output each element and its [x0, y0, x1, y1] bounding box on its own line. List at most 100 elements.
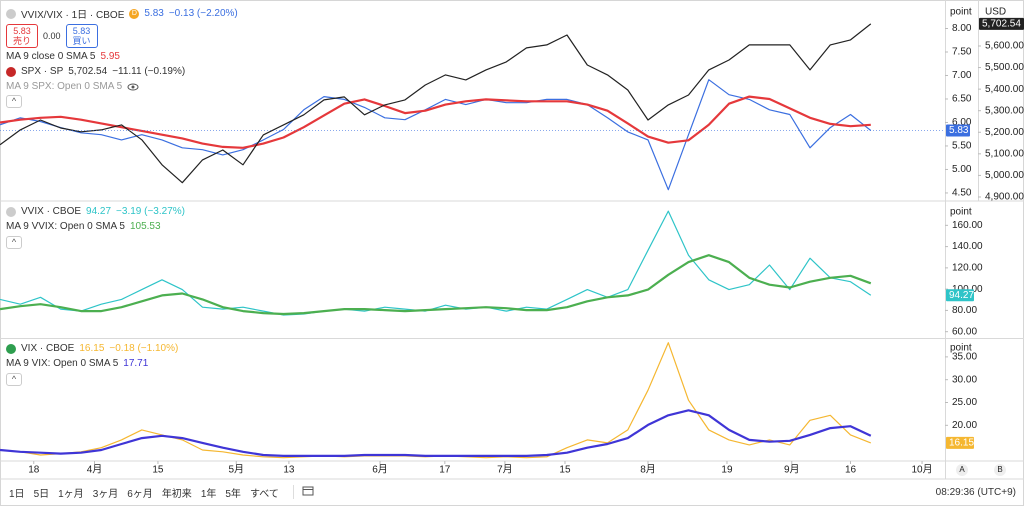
x-tick-label: 15: [152, 465, 164, 476]
legend-value: 5,702.54: [68, 66, 108, 77]
legend-name[interactable]: MA 9 VVIX: Open 0 SMA 5: [6, 221, 125, 232]
sell-label[interactable]: 売り: [12, 36, 31, 46]
y-tick-label: 30.00: [952, 374, 977, 385]
price-tag-label: 5,702.54: [982, 19, 1021, 30]
sell-button[interactable]: 5.83 売り: [6, 24, 38, 48]
series-line: [0, 409, 872, 457]
legend-name[interactable]: MA 9 close 0 SMA 5: [6, 51, 96, 62]
legend-row: VVIX · CBOE 94.27 −3.19 (−3.27%): [6, 206, 185, 217]
series-line: [0, 210, 872, 316]
trade-row: 5.83 売り 0.00 5.83 買い: [6, 24, 98, 48]
scale-button-label[interactable]: A: [959, 465, 965, 474]
buy-price[interactable]: 5.83: [72, 26, 91, 36]
legend-name[interactable]: VVIX/VIX · 1日 · CBOE: [21, 10, 125, 21]
scale-button[interactable]: [956, 464, 968, 476]
symbol-icon: [6, 343, 16, 354]
legend-name[interactable]: VVIX · CBOE: [21, 206, 82, 217]
x-tick-label: 7月: [497, 464, 513, 476]
legend-value: 16.15: [79, 343, 105, 354]
range-button[interactable]: 1ヶ月: [58, 488, 84, 500]
y-tick-label: 60.00: [952, 326, 977, 337]
toolbar: 1日 5日 1ヶ月 3ヶ月 6ヶ月 年初来 1年 5年 すべて 08:29:36 (UTC+9): [0, 482, 1024, 502]
x-tick-label: 16: [845, 465, 857, 476]
y-tick-label: 140.00: [952, 241, 983, 252]
collapse-button[interactable]: ^: [6, 236, 22, 249]
legend-name[interactable]: MA 9 SPX: Open 0 SMA 5: [6, 81, 123, 92]
legend-row: ^: [6, 95, 22, 108]
range-button[interactable]: 1日: [9, 488, 25, 500]
range-button[interactable]: 3ヶ月: [92, 488, 119, 500]
legend-value: 5.95: [100, 51, 120, 62]
range-button[interactable]: 年初来: [161, 488, 192, 500]
y-tick-label: 80.00: [952, 305, 977, 316]
x-tick-label: 8月: [640, 464, 656, 476]
eye-icon[interactable]: [127, 83, 139, 91]
collapse-button[interactable]: ^: [6, 95, 22, 108]
calendar-glyph[interactable]: [302, 485, 314, 496]
price-tag-label: 5.83: [949, 125, 969, 136]
symbol-icon: [6, 8, 16, 19]
legend-row: ^: [6, 236, 22, 249]
legend-value: 105.53: [129, 221, 161, 232]
legend-value: 5.83: [144, 8, 164, 19]
calendar-icon[interactable]: [292, 485, 314, 499]
y-tick-label: 5,200.00: [985, 127, 1024, 138]
scale-button[interactable]: [994, 464, 1006, 476]
buy-button[interactable]: 5.83 買い: [65, 24, 98, 48]
y-tick-label: 5,400.00: [985, 84, 1024, 95]
legend-row: MA 9 close 0 SMA 5 5.95: [6, 51, 120, 62]
y-tick-label: 4.50: [952, 188, 972, 199]
price-tag: [946, 124, 970, 137]
y-tick-label: 5,000.00: [985, 170, 1024, 181]
series-line: [0, 79, 872, 191]
y-tick-label: 5,500.00: [985, 62, 1024, 73]
symbol-icon: [6, 206, 16, 217]
legend-name[interactable]: MA 9 VIX: Open 0 SMA 5: [6, 358, 119, 369]
plot: [0, 23, 872, 191]
y-tick-label: 8.00: [952, 23, 972, 34]
buy-label[interactable]: 買い: [72, 36, 91, 46]
axis-unit: point: [950, 7, 972, 18]
legend-row: VVIX/VIX · 1日 · CBOE D 5.83 −0.13 (−2.20…: [6, 6, 238, 21]
y-tick-label: 6.50: [952, 94, 972, 105]
spread: 0.00: [43, 31, 61, 41]
y-tick-label: 120.00: [952, 263, 983, 274]
series-line: [0, 23, 872, 184]
collapse-button[interactable]: ^: [6, 373, 22, 386]
x-tick-label: 10月: [911, 464, 932, 476]
range-button[interactable]: 5日: [33, 488, 50, 500]
badge: D: [129, 8, 140, 19]
price-tag: [979, 17, 1024, 30]
sell-price[interactable]: 5.83: [13, 26, 31, 36]
legend-change: −0.18 (−1.10%): [109, 343, 179, 354]
legend-name[interactable]: SPX · SP: [21, 66, 64, 77]
x-tick-label: 15: [559, 465, 571, 476]
x-tick-label: 13: [283, 465, 295, 476]
y-tick-label: 5,100.00: [985, 148, 1024, 159]
y-tick-label: 7.00: [952, 70, 972, 81]
symbol-icon: [6, 66, 16, 77]
range-button[interactable]: 6ヶ月: [127, 488, 153, 500]
range-button[interactable]: すべて: [249, 488, 279, 500]
y-tick-label: 7.50: [952, 47, 972, 58]
legend-change: −11.11 (−0.19%): [112, 66, 186, 77]
y-tick-label: 5.50: [952, 141, 972, 152]
y-tick-label: 5,600.00: [985, 41, 1024, 52]
scale-button-label[interactable]: B: [997, 465, 1002, 474]
y-tick-label: 20.00: [952, 420, 977, 431]
axis-unit: point: [950, 207, 972, 218]
legend-value: 17.71: [123, 358, 149, 369]
legend-name[interactable]: VIX · CBOE: [21, 343, 75, 354]
legend-change: −0.13 (−2.20%): [168, 8, 238, 19]
legend-row: MA 9 VIX: Open 0 SMA 5 17.71: [6, 358, 148, 369]
x-tick-label: 5月: [228, 464, 244, 476]
price-tag-label: 94.27: [949, 290, 974, 301]
price-tag: [946, 289, 974, 302]
x-tick-label: 4月: [87, 464, 103, 476]
legend-change: −3.19 (−3.27%): [116, 206, 185, 217]
range-button[interactable]: 5年: [225, 488, 241, 500]
legend-value: 94.27: [86, 206, 112, 217]
range-button[interactable]: 1年: [200, 488, 217, 500]
